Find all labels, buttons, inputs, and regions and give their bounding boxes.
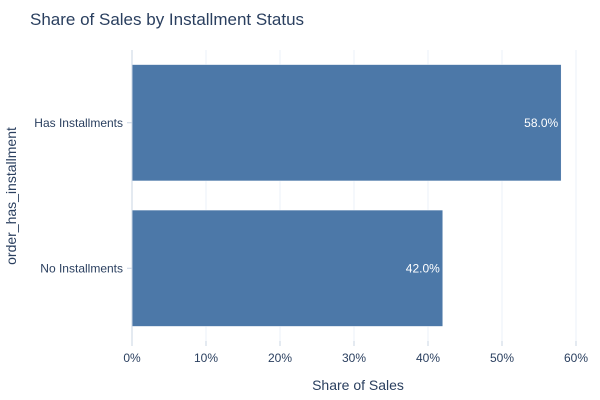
- x-tick-label-4: 40%: [416, 351, 440, 365]
- x-tick-label-2: 20%: [268, 351, 292, 365]
- chart-title: Share of Sales by Installment Status: [30, 10, 304, 29]
- x-tick-label-6: 60%: [564, 351, 588, 365]
- x-tick-label-0: 0%: [123, 351, 141, 365]
- x-tick-label-3: 30%: [342, 351, 366, 365]
- y-axis-title: order_has_installment: [3, 127, 19, 265]
- bars: [131, 64, 562, 327]
- data-label-1: 42.0%: [406, 261, 440, 275]
- x-axis-ticks: 0% 10% 20% 30% 40% 50% 60%: [123, 341, 588, 365]
- y-tick-label-0: Has Installments: [34, 116, 123, 130]
- x-axis-title: Share of Sales: [312, 377, 404, 393]
- data-labels: 58.0% 42.0%: [406, 116, 559, 276]
- bar-0: [131, 64, 562, 182]
- bar-1: [131, 209, 444, 327]
- y-axis-ticks: Has Installments No Installments: [34, 116, 132, 275]
- x-tick-label-1: 10%: [194, 351, 218, 365]
- y-tick-label-1: No Installments: [40, 261, 123, 275]
- x-tick-label-5: 50%: [490, 351, 514, 365]
- data-label-0: 58.0%: [524, 116, 558, 130]
